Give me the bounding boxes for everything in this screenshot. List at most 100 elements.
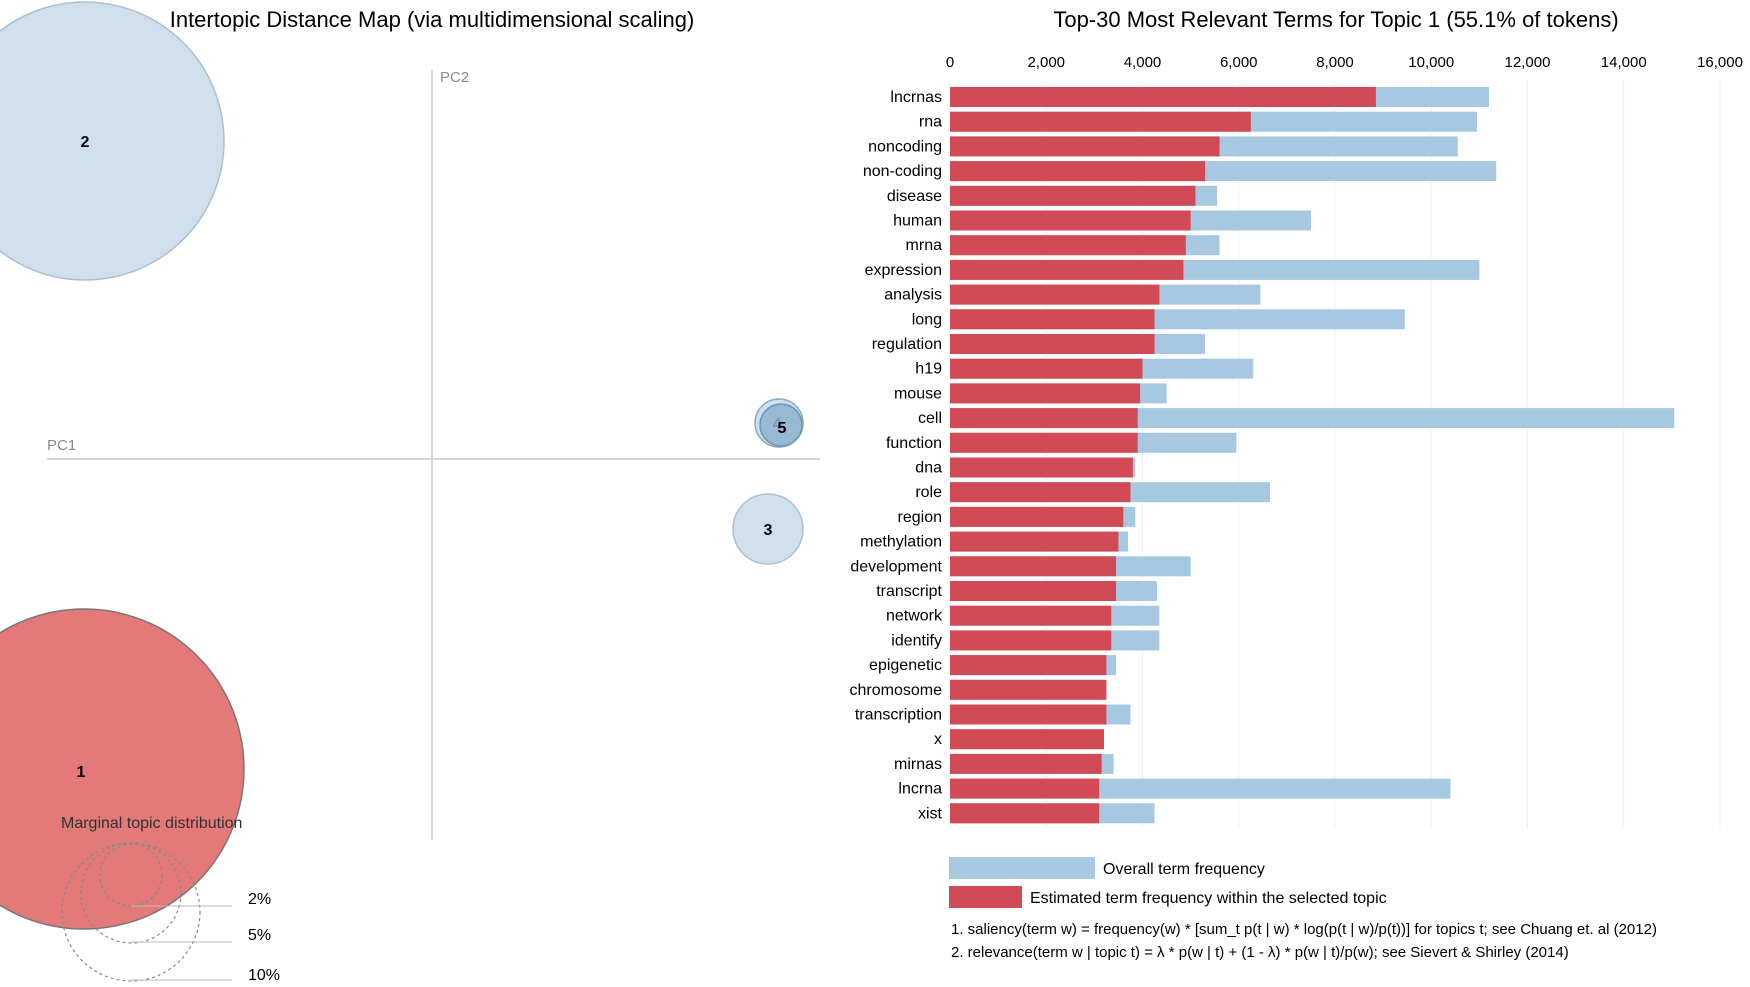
term-label[interactable]: h19: [915, 361, 942, 378]
topic-frequency-bar[interactable]: [950, 655, 1107, 676]
term-row-x[interactable]: x: [934, 729, 1104, 750]
topic-frequency-bar[interactable]: [950, 259, 1184, 280]
term-label[interactable]: network: [886, 608, 943, 625]
topic-frequency-bar[interactable]: [950, 284, 1160, 305]
topic-bubble-2[interactable]: 2: [0, 1, 225, 281]
term-row-lncrnas[interactable]: lncrnas: [890, 87, 1489, 107]
topic-frequency-bar[interactable]: [950, 432, 1138, 453]
topic-frequency-bar[interactable]: [950, 506, 1124, 527]
term-label[interactable]: development: [850, 558, 942, 575]
term-label[interactable]: transcription: [855, 707, 942, 724]
topic-frequency-bar[interactable]: [950, 457, 1133, 478]
term-row-identify[interactable]: identify: [891, 630, 1160, 651]
term-row-expression[interactable]: expression: [865, 259, 1480, 280]
term-label[interactable]: noncoding: [868, 138, 942, 155]
topic-frequency-bar[interactable]: [950, 581, 1117, 601]
term-row-non-coding[interactable]: non-coding: [863, 161, 1497, 182]
term-row-function[interactable]: function: [886, 432, 1237, 453]
topic-bubble-5[interactable]: 5: [759, 403, 803, 447]
term-label[interactable]: analysis: [884, 287, 942, 304]
topic-frequency-bar[interactable]: [950, 408, 1138, 429]
term-row-noncoding[interactable]: noncoding: [868, 136, 1458, 157]
x-tick-label: 14,000: [1601, 54, 1647, 71]
term-row-role[interactable]: role: [915, 482, 1271, 503]
topic-frequency-bar[interactable]: [950, 778, 1100, 799]
term-row-transcript[interactable]: transcript: [876, 581, 1157, 601]
term-label[interactable]: expression: [865, 262, 942, 279]
term-row-human[interactable]: human: [893, 210, 1311, 231]
term-label[interactable]: identify: [891, 632, 942, 649]
term-label[interactable]: human: [893, 213, 942, 230]
term-row-chromosome[interactable]: chromosome: [850, 679, 1107, 700]
topic-frequency-bar[interactable]: [950, 111, 1251, 132]
x-tick-label: 6,000: [1220, 54, 1258, 71]
term-row-region[interactable]: region: [898, 506, 1136, 527]
term-label[interactable]: role: [915, 484, 942, 501]
topic-frequency-bar[interactable]: [950, 630, 1112, 651]
topic-frequency-bar[interactable]: [950, 729, 1104, 750]
topic-frequency-bar[interactable]: [950, 334, 1155, 354]
term-row-dna[interactable]: dna: [915, 457, 1136, 478]
term-row-epigenetic[interactable]: epigenetic: [869, 655, 1117, 676]
term-row-rna[interactable]: rna: [919, 111, 1477, 132]
term-row-lncrna[interactable]: lncrna: [898, 778, 1451, 799]
topic-frequency-bar[interactable]: [950, 704, 1107, 725]
topic-frequency-bar[interactable]: [950, 358, 1143, 379]
topic-frequency-bar[interactable]: [950, 605, 1112, 626]
term-row-mrna[interactable]: mrna: [906, 235, 1220, 256]
topic-frequency-bar[interactable]: [950, 87, 1376, 107]
term-row-regulation[interactable]: regulation: [872, 334, 1206, 354]
topic-frequency-bar[interactable]: [950, 185, 1196, 206]
term-label[interactable]: lncrna: [898, 781, 942, 798]
term-row-network[interactable]: network: [886, 605, 1160, 626]
term-label[interactable]: x: [934, 731, 942, 748]
topic-frequency-bar[interactable]: [950, 803, 1100, 824]
term-row-long[interactable]: long: [912, 309, 1405, 330]
term-row-cell[interactable]: cell: [918, 408, 1675, 429]
topic-label-5: 5: [778, 420, 787, 437]
topic-frequency-bar[interactable]: [950, 482, 1131, 503]
term-row-mirnas[interactable]: mirnas: [894, 753, 1114, 774]
term-label[interactable]: mrna: [906, 237, 943, 254]
topic-frequency-bar[interactable]: [950, 679, 1107, 700]
term-row-methylation[interactable]: methylation: [860, 531, 1129, 552]
topic-frequency-bar[interactable]: [950, 136, 1220, 157]
topic-frequency-bar[interactable]: [950, 210, 1191, 231]
x-tick-label: 10,000: [1408, 54, 1454, 71]
term-label[interactable]: xist: [918, 805, 943, 822]
topic-frequency-bar[interactable]: [950, 556, 1117, 577]
term-label[interactable]: long: [912, 311, 942, 328]
term-label[interactable]: regulation: [872, 336, 942, 353]
topic-bubble-3[interactable]: 3: [732, 493, 804, 565]
term-label[interactable]: mouse: [894, 385, 942, 402]
term-row-transcription[interactable]: transcription: [855, 704, 1131, 725]
topic-frequency-bar[interactable]: [950, 531, 1119, 552]
term-label[interactable]: disease: [887, 188, 942, 205]
topic-frequency-bar[interactable]: [950, 383, 1141, 404]
term-label[interactable]: lncrnas: [890, 89, 942, 106]
marginal-circle-10pct: [61, 842, 201, 982]
term-row-analysis[interactable]: analysis: [884, 284, 1261, 305]
term-label[interactable]: chromosome: [850, 682, 943, 699]
term-label[interactable]: methylation: [860, 534, 942, 551]
term-label[interactable]: region: [898, 509, 942, 526]
term-row-xist[interactable]: xist: [918, 803, 1155, 824]
term-label[interactable]: mirnas: [894, 756, 942, 773]
topic-frequency-bar[interactable]: [950, 753, 1102, 774]
topic-frequency-bar[interactable]: [950, 309, 1155, 330]
term-label[interactable]: epigenetic: [869, 657, 942, 674]
term-label[interactable]: dna: [915, 460, 942, 477]
term-row-disease[interactable]: disease: [887, 185, 1218, 206]
topic-bubble-1[interactable]: 1: [0, 608, 245, 930]
term-label[interactable]: rna: [919, 114, 942, 131]
term-label[interactable]: transcript: [876, 583, 942, 600]
term-row-development[interactable]: development: [850, 556, 1191, 577]
topic-frequency-bar[interactable]: [950, 235, 1186, 256]
term-label[interactable]: cell: [918, 410, 942, 427]
term-label[interactable]: function: [886, 435, 942, 452]
term-label[interactable]: non-coding: [863, 163, 942, 180]
term-row-mouse[interactable]: mouse: [894, 383, 1167, 404]
topic-frequency-bar[interactable]: [950, 161, 1206, 182]
term-row-h19[interactable]: h19: [915, 358, 1254, 379]
marginal-title: Marginal topic distribution: [61, 815, 242, 832]
